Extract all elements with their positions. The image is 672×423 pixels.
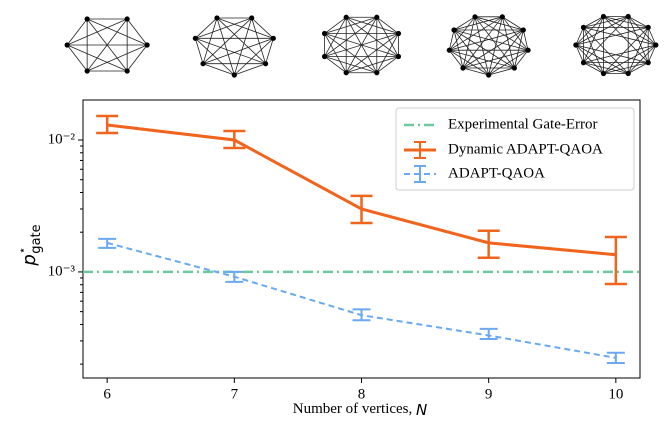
graph-edge bbox=[648, 27, 656, 45]
graph-vertex bbox=[573, 42, 578, 47]
graph-vertex bbox=[85, 68, 90, 73]
graph-vertex bbox=[85, 16, 90, 21]
graph-vertex bbox=[396, 31, 401, 36]
graph-icon bbox=[193, 15, 276, 77]
graph-icon bbox=[573, 14, 658, 76]
graph-edge bbox=[628, 16, 648, 27]
y-tick-label: 10⁻³ bbox=[48, 263, 76, 279]
graph-edge bbox=[325, 17, 377, 56]
graph-vertex bbox=[581, 25, 586, 30]
graph-icon bbox=[447, 14, 531, 77]
graph-edge bbox=[203, 38, 273, 63]
graph-vertex bbox=[125, 16, 130, 21]
graph-vertex bbox=[601, 71, 606, 76]
graph-vertex bbox=[200, 61, 205, 66]
graph-edge bbox=[576, 27, 584, 45]
graph-vertex bbox=[626, 71, 631, 76]
graph-vertex bbox=[447, 48, 452, 53]
graph-vertex bbox=[512, 65, 517, 70]
graph-edge bbox=[203, 64, 234, 75]
graph-vertex bbox=[263, 61, 268, 66]
x-tick-label: 8 bbox=[358, 386, 366, 402]
graph-edge bbox=[195, 38, 265, 63]
graph-vertex bbox=[653, 42, 658, 47]
graph-icon bbox=[65, 16, 150, 73]
graph-edge bbox=[583, 16, 603, 27]
graph-vertex bbox=[125, 68, 130, 73]
graph-edge bbox=[576, 45, 648, 63]
graph-edge bbox=[346, 34, 398, 73]
graph-edge bbox=[628, 63, 648, 74]
graph-vertex bbox=[646, 25, 651, 30]
graph-vertex bbox=[460, 65, 465, 70]
graph-edge bbox=[576, 45, 584, 63]
y-label-sub: gate bbox=[29, 224, 44, 253]
graph-edge bbox=[195, 18, 251, 38]
legend-label: ADAPT-QAOA bbox=[448, 165, 545, 181]
graph-vertex bbox=[322, 31, 327, 36]
x-label-var: N bbox=[416, 401, 427, 419]
x-tick-label: 9 bbox=[485, 386, 493, 402]
graph-vertex bbox=[374, 70, 379, 75]
graph-vertex bbox=[581, 60, 586, 65]
x-axis-label: Number of vertices, N bbox=[293, 401, 428, 419]
graph-vertex bbox=[646, 60, 651, 65]
graph-vertex bbox=[193, 36, 198, 41]
series-line bbox=[107, 243, 616, 358]
graph-vertex bbox=[601, 14, 606, 19]
x-tick-label: 6 bbox=[103, 386, 111, 402]
legend-label: Experimental Gate-Error bbox=[448, 116, 598, 132]
graph-vertex bbox=[232, 72, 237, 77]
graph-edge bbox=[217, 18, 273, 38]
graph-vertex bbox=[451, 27, 456, 32]
x-tick-label: 7 bbox=[231, 386, 239, 402]
graph-edge bbox=[346, 17, 398, 56]
graph-edge bbox=[583, 27, 655, 45]
graph-vertex bbox=[500, 14, 505, 19]
graph-edge bbox=[325, 17, 347, 33]
graph-vertex bbox=[271, 36, 276, 41]
legend-label: Dynamic ADAPT-QAOA bbox=[448, 141, 603, 157]
graph-vertex bbox=[521, 27, 526, 32]
graph-edge bbox=[325, 34, 377, 73]
y-label-base: p bbox=[19, 254, 40, 266]
y-tick-label: 10⁻² bbox=[48, 131, 76, 147]
chart: Number of vertices, N p⋆gate 6 7 8 9 10 10⁻³ 1… bbox=[0, 0, 672, 423]
graph-edge bbox=[463, 68, 489, 75]
graph-icon bbox=[322, 15, 401, 76]
graph-edge bbox=[377, 17, 399, 33]
x-label-text: Number of vertices, bbox=[293, 401, 416, 417]
graph-vertex bbox=[525, 48, 530, 53]
graph-vertex bbox=[344, 70, 349, 75]
graph-vertex bbox=[626, 14, 631, 19]
graph-vertex bbox=[486, 72, 491, 77]
x-tick-label: 10 bbox=[608, 386, 623, 402]
graph-vertex bbox=[374, 15, 379, 20]
graph-edge bbox=[377, 56, 399, 72]
graph-edge bbox=[454, 17, 475, 30]
graph-vertex bbox=[65, 42, 70, 47]
graph-vertex bbox=[145, 42, 150, 47]
y-label-sup: ⋆ bbox=[15, 247, 29, 255]
y-axis-label: p⋆gate bbox=[15, 224, 44, 266]
graph-vertex bbox=[396, 54, 401, 59]
graph-edge bbox=[648, 45, 656, 63]
graph-vertex bbox=[472, 14, 477, 19]
graph-edge bbox=[489, 68, 515, 75]
graph-vertex bbox=[249, 15, 254, 20]
graph-vertex bbox=[214, 15, 219, 20]
graph-edge bbox=[583, 63, 603, 74]
graph-edge bbox=[576, 27, 648, 45]
graph-vertex bbox=[322, 54, 327, 59]
graph-edge bbox=[234, 64, 265, 75]
graph-edge bbox=[502, 17, 523, 30]
graph-edge bbox=[325, 56, 347, 72]
graph-edge bbox=[583, 45, 655, 63]
graph-vertex bbox=[344, 15, 349, 20]
